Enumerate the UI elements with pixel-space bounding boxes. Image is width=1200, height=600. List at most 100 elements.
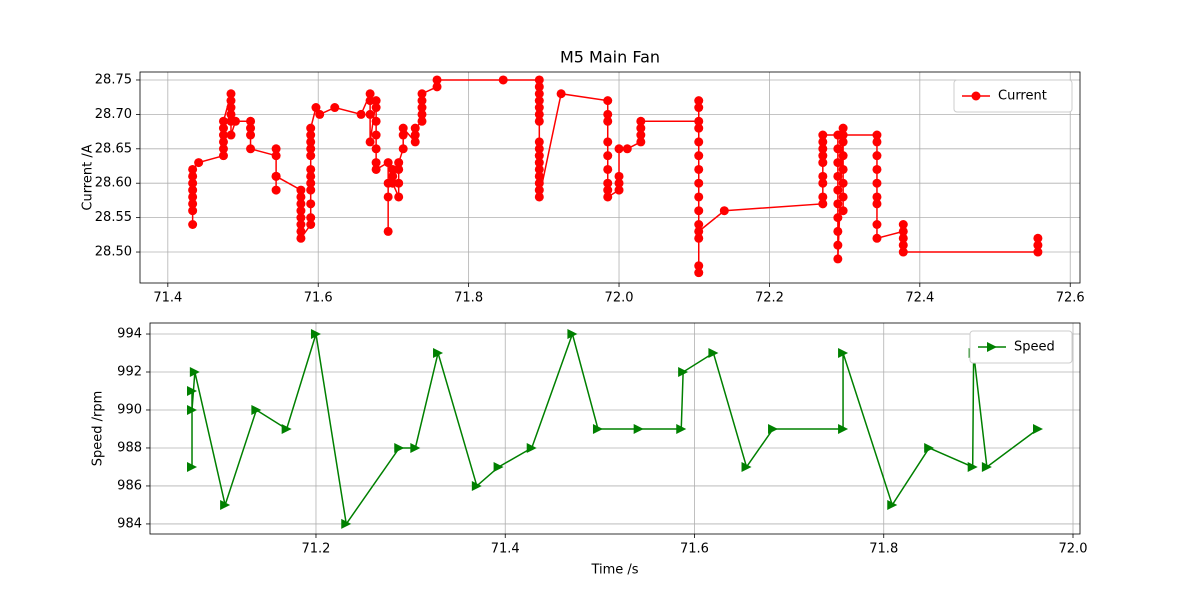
data-point [271, 185, 281, 195]
data-point [188, 192, 198, 202]
x-tick-label: 72.0 [605, 291, 634, 306]
data-point [218, 123, 228, 133]
data-point [188, 220, 198, 230]
legend-label: Speed [1014, 340, 1055, 355]
data-point [534, 82, 544, 92]
x-tick-label: 72.6 [1056, 291, 1085, 306]
data-point [694, 178, 704, 188]
data-point [296, 206, 306, 216]
data-point [838, 178, 848, 188]
data-point [188, 164, 198, 174]
data-point [311, 103, 321, 113]
data-point [603, 109, 613, 119]
data-point [981, 461, 992, 472]
data-point [296, 192, 306, 202]
x-tick-label: 71.6 [680, 542, 709, 557]
data-point [188, 185, 198, 195]
data-point [246, 144, 256, 154]
legend-marker [971, 91, 981, 101]
x-tick-label: 72.0 [1059, 542, 1088, 557]
data-point [187, 461, 198, 472]
y-tick-label: 28.65 [95, 141, 132, 156]
legend-marker [987, 342, 997, 352]
data-point [218, 151, 228, 161]
data-point [818, 137, 828, 147]
data-point [838, 123, 848, 133]
data-point [872, 130, 882, 140]
data-point [394, 442, 405, 453]
chart-title: M5 Main Fan [560, 48, 660, 67]
data-point [371, 116, 381, 126]
data-point [818, 199, 828, 209]
data-point [306, 199, 316, 209]
data-point [394, 164, 404, 174]
data-point [296, 226, 306, 236]
data-point [371, 144, 381, 154]
data-point [603, 164, 613, 174]
data-point [838, 206, 848, 216]
data-point [356, 109, 366, 119]
data-point [534, 144, 544, 154]
data-point [694, 261, 704, 271]
data-point [1032, 423, 1043, 434]
series-line [191, 331, 1039, 526]
data-point [188, 206, 198, 216]
data-point [636, 137, 646, 147]
data-point [296, 213, 306, 223]
data-point [694, 233, 704, 243]
data-point [534, 171, 544, 181]
data-point [694, 206, 704, 216]
data-point [622, 144, 632, 154]
y-tick-label: 992 [117, 364, 142, 379]
data-point [534, 185, 544, 195]
data-point [603, 185, 613, 195]
data-point [271, 144, 281, 154]
data-point [306, 164, 316, 174]
data-point [534, 89, 544, 99]
data-point [636, 130, 646, 140]
data-point [633, 423, 644, 434]
data-point [188, 199, 198, 209]
data-point [281, 423, 292, 434]
data-point [296, 220, 306, 230]
data-point [694, 151, 704, 161]
y-axis-label: Current /A [81, 144, 96, 210]
data-point [818, 192, 828, 202]
x-tick-label: 71.4 [491, 542, 520, 557]
data-point [306, 213, 316, 223]
data-point [296, 199, 306, 209]
data-point [218, 130, 228, 140]
data-point [567, 329, 578, 340]
y-tick-label: 984 [117, 516, 142, 531]
data-point [833, 213, 843, 223]
data-point [493, 461, 504, 472]
data-point [603, 137, 613, 147]
data-point [838, 137, 848, 147]
data-point [296, 185, 306, 195]
x-tick-label: 72.2 [755, 291, 784, 306]
y-tick-label: 28.55 [95, 210, 132, 225]
data-point [218, 137, 228, 147]
y-tick-label: 990 [117, 402, 142, 417]
data-point [636, 123, 646, 133]
data-point [833, 185, 843, 195]
data-point [383, 226, 393, 236]
data-point [398, 123, 408, 133]
legend-label: Current [998, 89, 1047, 104]
data-point [1033, 240, 1043, 250]
data-point [371, 158, 381, 168]
data-point [534, 109, 544, 119]
data-point [398, 144, 408, 154]
data-point [246, 130, 256, 140]
data-point [371, 103, 381, 113]
legend-box [953, 79, 1073, 113]
data-point [365, 109, 375, 119]
data-point [246, 123, 256, 133]
x-tick-label: 72.4 [905, 291, 934, 306]
data-point [818, 158, 828, 168]
data-point [226, 109, 236, 119]
x-tick-label: 71.2 [302, 542, 331, 557]
data-point [226, 89, 236, 99]
data-point [833, 144, 843, 154]
data-point [365, 137, 375, 147]
